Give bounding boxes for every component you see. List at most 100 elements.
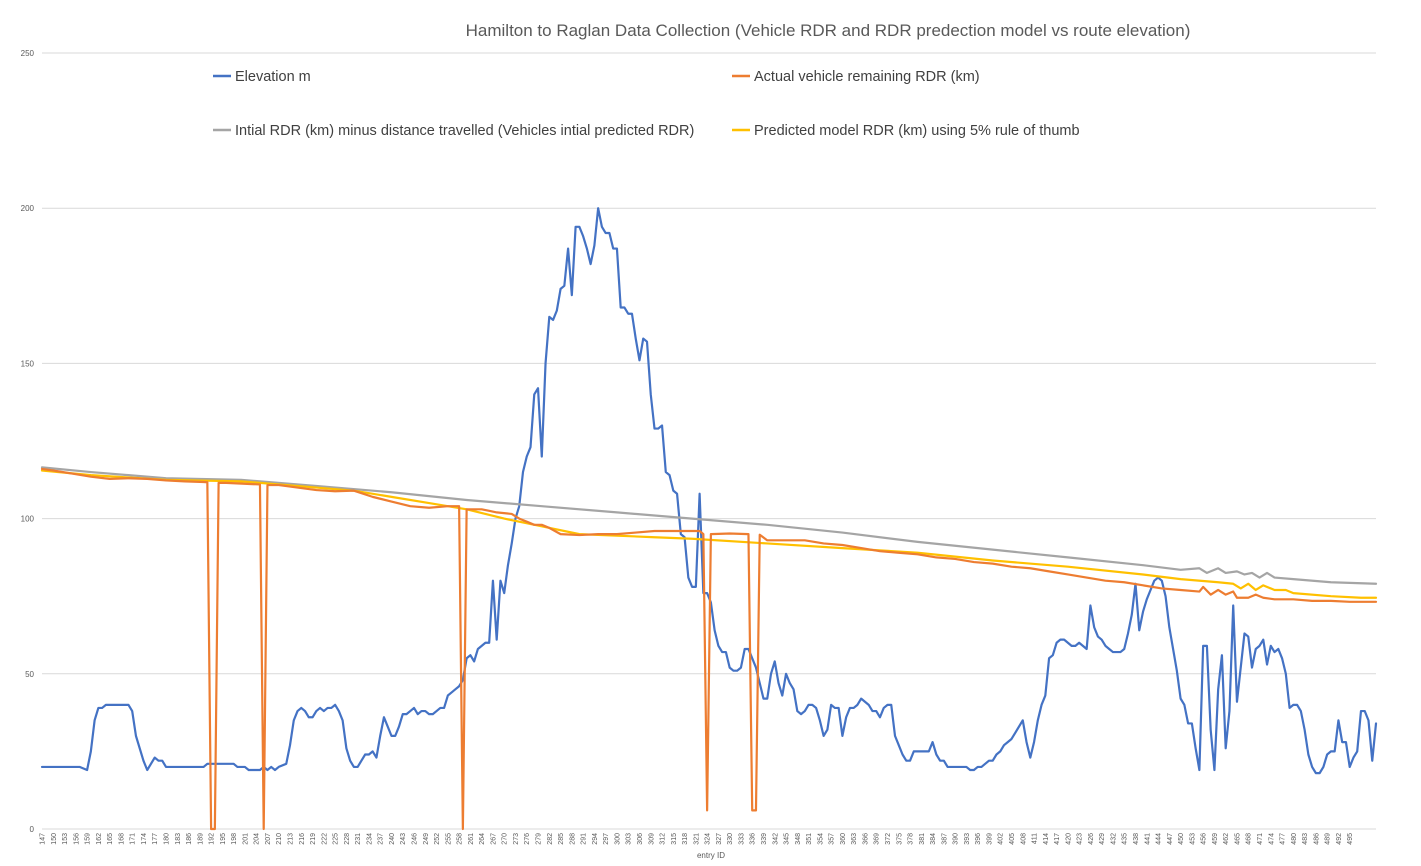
x-tick-label: 450 [1178,833,1185,845]
x-tick-label: 222 [321,833,328,845]
x-tick-label: 273 [513,833,520,845]
x-tick-label: 297 [603,833,610,845]
x-tick-label: 153 [62,833,69,845]
x-tick-label: 210 [276,833,283,845]
legend-item: Predicted model RDR (km) using 5% rule o… [732,123,1080,139]
series-line-3 [40,469,1378,599]
x-tick-label: 324 [705,833,712,845]
x-tick-label: 177 [152,833,159,845]
x-tick-label: 459 [1212,833,1219,845]
series-lines [40,207,1378,831]
y-tick-label: 250 [21,49,35,58]
x-tick-label: 477 [1280,833,1287,845]
x-tick-label: 453 [1189,833,1196,845]
y-tick-label: 150 [21,359,35,368]
x-tick-label: 183 [175,833,182,845]
x-tick-label: 252 [434,833,441,845]
x-tick-label: 492 [1336,833,1343,845]
x-tick-label: 351 [806,833,813,845]
x-tick-label: 216 [299,833,306,845]
x-tick-label: 357 [829,833,836,845]
x-tick-label: 444 [1156,833,1163,845]
x-tick-label: 147 [40,833,47,845]
legend-label: Actual vehicle remaining RDR (km) [754,69,980,85]
x-tick-label: 237 [378,833,385,845]
x-axis-label: entry ID [697,851,725,860]
x-tick-label: 486 [1313,833,1320,845]
x-tick-label: 174 [141,833,148,845]
x-tick-label: 405 [1009,833,1016,845]
series-line-0 [40,207,1378,775]
x-tick-label: 474 [1268,833,1275,845]
y-tick-label: 50 [25,670,34,679]
x-tick-label: 345 [784,833,791,845]
x-tick-label: 171 [130,833,137,845]
x-tick-label: 282 [547,833,554,845]
x-tick-label: 159 [85,833,92,845]
x-tick-label: 426 [1088,833,1095,845]
x-tick-label: 465 [1234,833,1241,845]
x-tick-label: 366 [862,833,869,845]
x-tick-label: 363 [851,833,858,845]
x-tick-label: 381 [919,833,926,845]
x-tick-label: 315 [671,833,678,845]
x-tick-label: 213 [288,833,295,845]
x-tick-label: 417 [1054,833,1061,845]
series-line-2 [40,466,1378,585]
x-tick-label: 456 [1201,833,1208,845]
x-tick-label: 255 [445,833,452,845]
x-tick-label: 348 [795,833,802,845]
x-tick-label: 288 [569,833,576,845]
x-tick-label: 360 [840,833,847,845]
x-tick-label: 402 [998,833,1005,845]
x-tick-label: 471 [1257,833,1264,845]
x-tick-label: 258 [457,833,464,845]
x-tick-label: 204 [254,833,261,845]
x-tick-label: 270 [502,833,509,845]
x-tick-label: 276 [524,833,531,845]
x-tick-label: 303 [626,833,633,845]
x-tick-label: 156 [73,833,80,845]
series-line-1 [40,467,1378,831]
x-tick-label: 462 [1223,833,1230,845]
x-tick-label: 393 [964,833,971,845]
x-tick-label: 384 [930,833,937,845]
y-tick-label: 100 [21,515,35,524]
x-tick-label: 309 [648,833,655,845]
y-tick-label: 0 [30,825,35,834]
x-tick-label: 207 [265,833,272,845]
x-tick-label: 408 [1020,833,1027,845]
x-tick-label: 240 [389,833,396,845]
y-tick-label: 200 [21,204,35,213]
x-tick-label: 285 [558,833,565,845]
x-tick-label: 234 [366,833,373,845]
x-tick-label: 195 [220,833,227,845]
x-tick-label: 243 [400,833,407,845]
x-tick-label: 189 [197,833,204,845]
x-tick-label: 192 [209,833,216,845]
x-tick-label: 327 [716,833,723,845]
x-tick-label: 312 [660,833,667,845]
x-tick-label: 219 [310,833,317,845]
x-tick-label: 228 [344,833,351,845]
x-tick-label: 372 [885,833,892,845]
x-tick-label: 279 [536,833,543,845]
x-tick-label: 414 [1043,833,1050,845]
x-tick-label: 342 [772,833,779,845]
x-tick-label: 438 [1133,833,1140,845]
x-tick-label: 261 [468,833,475,845]
x-tick-label: 300 [614,833,621,845]
x-tick-label: 165 [107,833,114,845]
legend-item: Elevation m [213,69,311,85]
legend-item: Actual vehicle remaining RDR (km) [732,69,980,85]
axes: 0 50 100 150 200 250 147 150 153 156 159 162 165 168 1… [21,49,1376,845]
x-tick-label: 375 [896,833,903,845]
legend-label: Intial RDR (km) minus distance travelled… [235,123,694,139]
x-tick-label: 354 [817,833,824,845]
x-tick-label: 198 [231,833,238,845]
x-tick-label: 429 [1099,833,1106,845]
x-tick-label: 201 [242,833,249,845]
x-tick-label: 318 [682,833,689,845]
x-tick-label: 387 [941,833,948,845]
